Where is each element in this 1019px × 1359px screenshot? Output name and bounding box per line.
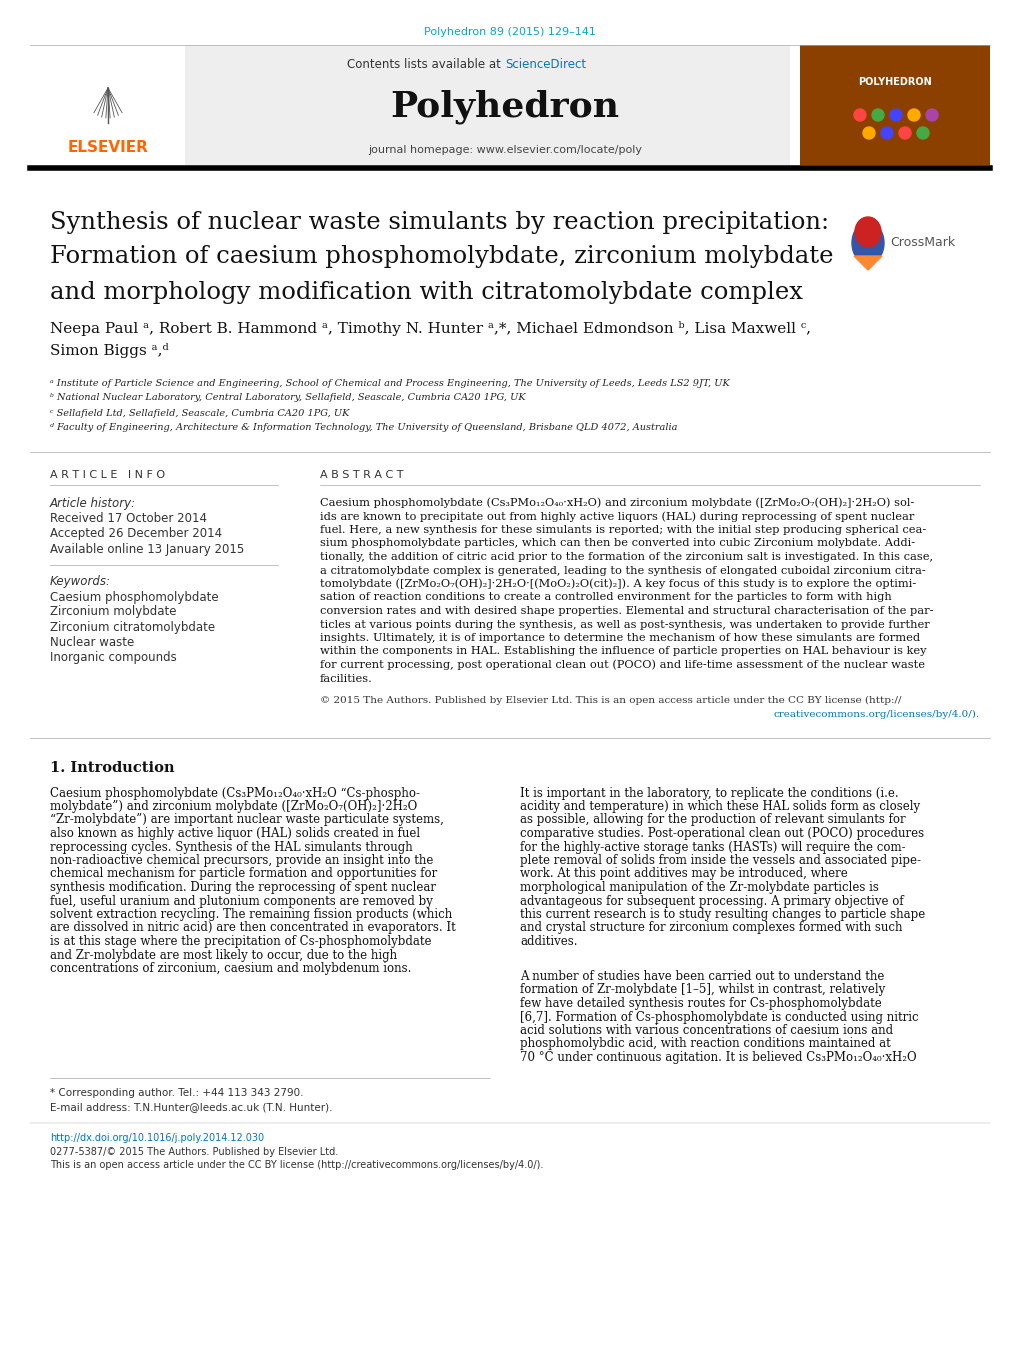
Text: sation of reaction conditions to create a controlled environment for the particl: sation of reaction conditions to create … bbox=[320, 593, 891, 602]
FancyBboxPatch shape bbox=[30, 45, 790, 164]
Text: ᵃ Institute of Particle Science and Engineering, School of Chemical and Process : ᵃ Institute of Particle Science and Engi… bbox=[50, 379, 729, 387]
Text: © 2015 The Authors. Published by Elsevier Ltd. This is an open access article un: © 2015 The Authors. Published by Elsevie… bbox=[320, 696, 901, 704]
Circle shape bbox=[862, 126, 874, 139]
Text: acidity and temperature) in which these HAL solids form as closely: acidity and temperature) in which these … bbox=[520, 800, 919, 813]
Text: ticles at various points during the synthesis, as well as post-synthesis, was un: ticles at various points during the synt… bbox=[320, 620, 929, 629]
Text: chemical mechanism for particle formation and opportunities for: chemical mechanism for particle formatio… bbox=[50, 867, 437, 881]
Polygon shape bbox=[853, 255, 881, 270]
Text: ScienceDirect: ScienceDirect bbox=[504, 57, 586, 71]
Text: Zirconium molybdate: Zirconium molybdate bbox=[50, 606, 176, 618]
Text: advantageous for subsequent processing. A primary objective of: advantageous for subsequent processing. … bbox=[520, 894, 903, 908]
Text: Caesium phosphomolybdate (Cs₃PMo₁₂O₄₀·xH₂O) and zirconium molybdate ([ZrMo₂O₇(OH: Caesium phosphomolybdate (Cs₃PMo₁₂O₄₀·xH… bbox=[320, 497, 913, 508]
Text: non-radioactive chemical precursors, provide an insight into the: non-radioactive chemical precursors, pro… bbox=[50, 853, 433, 867]
Text: plete removal of solids from inside the vessels and associated pipe-: plete removal of solids from inside the … bbox=[520, 853, 920, 867]
Text: Nuclear waste: Nuclear waste bbox=[50, 636, 135, 648]
Circle shape bbox=[907, 109, 919, 121]
Text: creativecommons.org/licenses/by/4.0/).: creativecommons.org/licenses/by/4.0/). bbox=[773, 709, 979, 719]
Text: within the components in HAL. Establishing the influence of particle properties : within the components in HAL. Establishi… bbox=[320, 647, 925, 656]
Text: Inorganic compounds: Inorganic compounds bbox=[50, 651, 176, 663]
Text: http://dx.doi.org/10.1016/j.poly.2014.12.030: http://dx.doi.org/10.1016/j.poly.2014.12… bbox=[50, 1133, 264, 1143]
Circle shape bbox=[898, 126, 910, 139]
Text: E-mail address: T.N.Hunter@leeds.ac.uk (T.N. Hunter).: E-mail address: T.N.Hunter@leeds.ac.uk (… bbox=[50, 1102, 332, 1112]
Text: ᵇ National Nuclear Laboratory, Central Laboratory, Sellafield, Seascale, Cumbria: ᵇ National Nuclear Laboratory, Central L… bbox=[50, 394, 525, 402]
Circle shape bbox=[871, 109, 883, 121]
Text: This is an open access article under the CC BY license (http://creativecommons.o: This is an open access article under the… bbox=[50, 1161, 543, 1170]
Text: Polyhedron 89 (2015) 129–141: Polyhedron 89 (2015) 129–141 bbox=[424, 27, 595, 37]
Text: for current processing, post operational clean out (POCO) and life-time assessme: for current processing, post operational… bbox=[320, 659, 924, 670]
Circle shape bbox=[925, 109, 937, 121]
Text: ids are known to precipitate out from highly active liquors (HAL) during reproce: ids are known to precipitate out from hi… bbox=[320, 511, 913, 522]
Text: CrossMark: CrossMark bbox=[890, 236, 954, 250]
Text: “Zr-molybdate”) are important nuclear waste particulate systems,: “Zr-molybdate”) are important nuclear wa… bbox=[50, 814, 443, 826]
Circle shape bbox=[916, 126, 928, 139]
Text: concentrations of zirconium, caesium and molybdenum ions.: concentrations of zirconium, caesium and… bbox=[50, 962, 411, 974]
Text: and crystal structure for zirconium complexes formed with such: and crystal structure for zirconium comp… bbox=[520, 921, 902, 935]
Text: is at this stage where the precipitation of Cs-phosphomolybdate: is at this stage where the precipitation… bbox=[50, 935, 431, 949]
Circle shape bbox=[853, 109, 865, 121]
Text: Article history:: Article history: bbox=[50, 496, 136, 510]
Text: and Zr-molybdate are most likely to occur, due to the high: and Zr-molybdate are most likely to occu… bbox=[50, 949, 396, 962]
Text: synthesis modification. During the reprocessing of spent nuclear: synthesis modification. During the repro… bbox=[50, 881, 435, 894]
Text: 0277-5387/© 2015 The Authors. Published by Elsevier Ltd.: 0277-5387/© 2015 The Authors. Published … bbox=[50, 1147, 338, 1157]
Text: 70 °C under continuous agitation. It is believed Cs₃PMo₁₂O₄₀·xH₂O: 70 °C under continuous agitation. It is … bbox=[520, 1051, 916, 1064]
Text: a citratomolybdate complex is generated, leading to the synthesis of elongated c: a citratomolybdate complex is generated,… bbox=[320, 565, 925, 575]
Text: formation of Zr-molybdate [1–5], whilst in contrast, relatively: formation of Zr-molybdate [1–5], whilst … bbox=[520, 984, 884, 996]
Text: Simon Biggs ᵃ,ᵈ: Simon Biggs ᵃ,ᵈ bbox=[50, 342, 168, 357]
Text: for the highly-active storage tanks (HASTs) will require the com-: for the highly-active storage tanks (HAS… bbox=[520, 840, 905, 853]
Circle shape bbox=[880, 126, 892, 139]
Text: fuel. Here, a new synthesis for these simulants is reported; with the initial st: fuel. Here, a new synthesis for these si… bbox=[320, 525, 925, 535]
Text: also known as highly active liquor (HAL) solids created in fuel: also known as highly active liquor (HAL)… bbox=[50, 828, 420, 840]
Text: this current research is to study resulting changes to particle shape: this current research is to study result… bbox=[520, 908, 924, 921]
FancyBboxPatch shape bbox=[799, 45, 989, 164]
Text: Caesium phosphomolybdate (Cs₃PMo₁₂O₄₀·xH₂O “Cs-phospho-: Caesium phosphomolybdate (Cs₃PMo₁₂O₄₀·xH… bbox=[50, 787, 420, 799]
Text: few have detailed synthesis routes for Cs-phosphomolybdate: few have detailed synthesis routes for C… bbox=[520, 998, 880, 1010]
Text: It is important in the laboratory, to replicate the conditions (i.e.: It is important in the laboratory, to re… bbox=[520, 787, 898, 799]
Text: Caesium phosphomolybdate: Caesium phosphomolybdate bbox=[50, 591, 218, 603]
Text: A R T I C L E   I N F O: A R T I C L E I N F O bbox=[50, 470, 165, 480]
Text: comparative studies. Post-operational clean out (POCO) procedures: comparative studies. Post-operational cl… bbox=[520, 828, 923, 840]
Text: Keywords:: Keywords: bbox=[50, 575, 111, 587]
Text: insights. Ultimately, it is of importance to determine the mechanism of how thes: insights. Ultimately, it is of importanc… bbox=[320, 633, 919, 643]
Text: journal homepage: www.elsevier.com/locate/poly: journal homepage: www.elsevier.com/locat… bbox=[368, 145, 641, 155]
Text: A B S T R A C T: A B S T R A C T bbox=[320, 470, 404, 480]
Circle shape bbox=[890, 109, 901, 121]
Text: Available online 13 January 2015: Available online 13 January 2015 bbox=[50, 542, 244, 556]
Text: are dissolved in nitric acid) are then concentrated in evaporators. It: are dissolved in nitric acid) are then c… bbox=[50, 921, 455, 935]
Text: Zirconium citratomolybdate: Zirconium citratomolybdate bbox=[50, 621, 215, 633]
Text: Formation of caesium phosphomolybdate, zirconium molybdate: Formation of caesium phosphomolybdate, z… bbox=[50, 246, 833, 269]
Text: Neepa Paul ᵃ, Robert B. Hammond ᵃ, Timothy N. Hunter ᵃ,*, Michael Edmondson ᵇ, L: Neepa Paul ᵃ, Robert B. Hammond ᵃ, Timot… bbox=[50, 321, 810, 336]
Text: conversion rates and with desired shape properties. Elemental and structural cha: conversion rates and with desired shape … bbox=[320, 606, 932, 616]
Text: sium phosphomolybdate particles, which can then be converted into cubic Zirconiu: sium phosphomolybdate particles, which c… bbox=[320, 538, 914, 549]
Ellipse shape bbox=[851, 222, 883, 264]
Text: morphological manipulation of the Zr-molybdate particles is: morphological manipulation of the Zr-mol… bbox=[520, 881, 878, 894]
Text: POLYHEDRON: POLYHEDRON bbox=[857, 77, 931, 87]
FancyBboxPatch shape bbox=[30, 45, 184, 164]
Text: tionally, the addition of citric acid prior to the formation of the zirconium sa: tionally, the addition of citric acid pr… bbox=[320, 552, 932, 563]
Text: 1. Introduction: 1. Introduction bbox=[50, 761, 174, 775]
Text: as possible, allowing for the production of relevant simulants for: as possible, allowing for the production… bbox=[520, 814, 905, 826]
Text: molybdate”) and zirconium molybdate ([ZrMo₂O₇(OH)₂]·2H₂O: molybdate”) and zirconium molybdate ([Zr… bbox=[50, 800, 417, 813]
Ellipse shape bbox=[854, 217, 880, 247]
Text: phosphomolybdic acid, with reaction conditions maintained at: phosphomolybdic acid, with reaction cond… bbox=[520, 1037, 890, 1051]
Text: ᵈ Faculty of Engineering, Architecture & Information Technology, The University : ᵈ Faculty of Engineering, Architecture &… bbox=[50, 424, 677, 432]
Text: Synthesis of nuclear waste simulants by reaction precipitation:: Synthesis of nuclear waste simulants by … bbox=[50, 211, 828, 234]
Text: facilities.: facilities. bbox=[320, 674, 373, 684]
Text: acid solutions with various concentrations of caesium ions and: acid solutions with various concentratio… bbox=[520, 1023, 893, 1037]
Text: Contents lists available at: Contents lists available at bbox=[347, 57, 504, 71]
Text: tomolybdate ([ZrMo₂O₇(OH)₂]·2H₂O·[(MoO₂)₂O(cit)₂]). A key focus of this study is: tomolybdate ([ZrMo₂O₇(OH)₂]·2H₂O·[(MoO₂)… bbox=[320, 579, 915, 590]
Text: reprocessing cycles. Synthesis of the HAL simulants through: reprocessing cycles. Synthesis of the HA… bbox=[50, 840, 413, 853]
Text: ᶜ Sellafield Ltd, Sellafield, Seascale, Cumbria CA20 1PG, UK: ᶜ Sellafield Ltd, Sellafield, Seascale, … bbox=[50, 409, 350, 417]
Text: Accepted 26 December 2014: Accepted 26 December 2014 bbox=[50, 527, 222, 541]
Text: A number of studies have been carried out to understand the: A number of studies have been carried ou… bbox=[520, 970, 883, 983]
Text: and morphology modification with citratomolybdate complex: and morphology modification with citrato… bbox=[50, 280, 802, 303]
Text: work. At this point additives may be introduced, where: work. At this point additives may be int… bbox=[520, 867, 847, 881]
Text: Polyhedron: Polyhedron bbox=[390, 90, 619, 124]
Text: [6,7]. Formation of Cs-phosphomolybdate is conducted using nitric: [6,7]. Formation of Cs-phosphomolybdate … bbox=[520, 1011, 918, 1023]
Text: ELSEVIER: ELSEVIER bbox=[67, 140, 149, 155]
Text: additives.: additives. bbox=[520, 935, 577, 949]
Text: solvent extraction recycling. The remaining fission products (which: solvent extraction recycling. The remain… bbox=[50, 908, 451, 921]
Text: * Corresponding author. Tel.: +44 113 343 2790.: * Corresponding author. Tel.: +44 113 34… bbox=[50, 1089, 304, 1098]
Text: fuel, useful uranium and plutonium components are removed by: fuel, useful uranium and plutonium compo… bbox=[50, 894, 432, 908]
Text: Received 17 October 2014: Received 17 October 2014 bbox=[50, 512, 207, 526]
